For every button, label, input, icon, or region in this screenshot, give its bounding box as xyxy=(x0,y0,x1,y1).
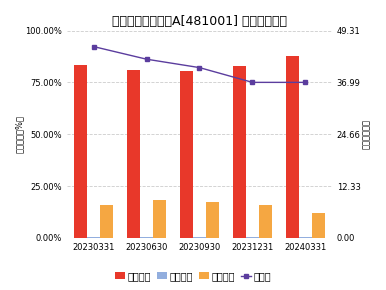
Bar xyxy=(127,70,140,238)
Line: 净资产: 净资产 xyxy=(91,44,308,84)
净资产 xyxy=(91,45,96,48)
净资产 xyxy=(197,66,202,69)
Legend: 股票占比, 债券占比, 现金占比, 净资产: 股票占比, 债券占比, 现金占比, 净资产 xyxy=(111,267,275,285)
Bar xyxy=(87,237,100,238)
Bar xyxy=(233,66,246,238)
Bar xyxy=(153,200,166,238)
Bar xyxy=(100,205,113,238)
Y-axis label: 资产（亿元）: 资产（亿元） xyxy=(362,119,371,149)
Bar xyxy=(140,237,153,238)
净资产 xyxy=(144,57,149,61)
Bar xyxy=(179,71,193,238)
净资产 xyxy=(250,81,255,84)
Bar xyxy=(206,202,219,238)
Bar xyxy=(193,237,206,238)
Bar xyxy=(246,237,259,238)
Title: 工银核心价值混合A[481001] 资产配置变动: 工银核心价值混合A[481001] 资产配置变动 xyxy=(112,15,287,28)
Bar xyxy=(74,65,87,238)
Bar xyxy=(312,213,325,238)
Bar xyxy=(286,57,299,238)
Bar xyxy=(299,237,312,238)
净资产 xyxy=(303,81,308,84)
Y-axis label: 占净值比（%）: 占净值比（%） xyxy=(15,115,24,153)
Bar xyxy=(259,205,272,238)
